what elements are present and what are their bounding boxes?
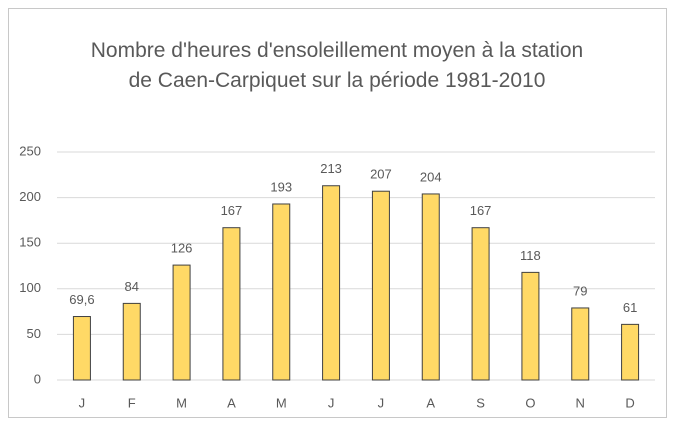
data-label: 193 bbox=[270, 179, 292, 194]
bar bbox=[272, 203, 291, 381]
x-tick-label: F bbox=[128, 395, 136, 410]
data-label: 61 bbox=[623, 300, 637, 315]
x-tick-label: S bbox=[476, 395, 485, 410]
bar bbox=[72, 316, 91, 381]
bar bbox=[471, 227, 490, 381]
bar bbox=[122, 302, 141, 381]
bar bbox=[172, 264, 191, 381]
y-tick-label: 100 bbox=[19, 280, 41, 295]
y-tick-label: 150 bbox=[19, 235, 41, 250]
bar bbox=[521, 271, 540, 381]
x-tick-label: M bbox=[176, 395, 187, 410]
bar bbox=[222, 227, 241, 381]
bar bbox=[571, 307, 590, 381]
data-label: 167 bbox=[221, 203, 243, 218]
x-tick-label: O bbox=[525, 395, 535, 410]
data-label: 167 bbox=[470, 203, 492, 218]
x-tick-label: N bbox=[576, 395, 585, 410]
x-tick-label: A bbox=[426, 395, 435, 410]
y-tick-label: 0 bbox=[34, 371, 41, 386]
data-label: 204 bbox=[420, 169, 442, 184]
bar bbox=[322, 185, 341, 381]
y-tick-label: 200 bbox=[19, 189, 41, 204]
data-label: 84 bbox=[125, 279, 139, 294]
bar bbox=[371, 190, 390, 381]
bar bbox=[421, 193, 440, 381]
bar bbox=[621, 323, 640, 381]
y-tick-label: 50 bbox=[27, 326, 41, 341]
data-label: 207 bbox=[370, 167, 392, 182]
data-label: 213 bbox=[320, 161, 342, 176]
x-tick-label: J bbox=[378, 395, 385, 410]
x-tick-label: J bbox=[79, 395, 86, 410]
chart-title: Nombre d'heures d'ensoleillement moyen à… bbox=[90, 39, 584, 92]
data-label: 69,6 bbox=[69, 292, 94, 307]
y-tick-label: 250 bbox=[19, 143, 41, 158]
x-tick-label: D bbox=[625, 395, 634, 410]
data-label: 118 bbox=[520, 248, 541, 263]
x-tick-label: J bbox=[328, 395, 335, 410]
x-tick-label: A bbox=[227, 395, 236, 410]
data-label: 126 bbox=[171, 241, 193, 256]
x-tick-label: M bbox=[276, 395, 287, 410]
data-label: 79 bbox=[573, 283, 587, 298]
